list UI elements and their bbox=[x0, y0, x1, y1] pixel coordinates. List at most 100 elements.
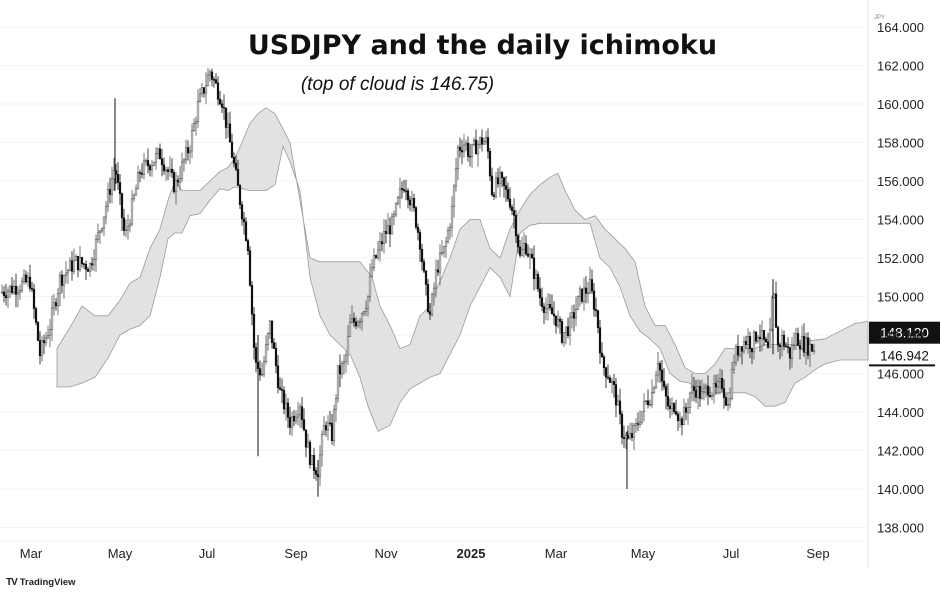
candle-body bbox=[406, 190, 410, 201]
candle-body bbox=[440, 252, 444, 254]
candle-body bbox=[584, 287, 588, 294]
candle-body bbox=[738, 346, 742, 356]
candle-body bbox=[404, 190, 408, 192]
candle-body bbox=[164, 169, 168, 172]
candle-body bbox=[162, 164, 166, 172]
candle-body bbox=[550, 307, 554, 315]
candle-body bbox=[246, 240, 250, 251]
candle-body bbox=[282, 390, 286, 410]
candle-body bbox=[524, 243, 528, 255]
candle-body bbox=[760, 330, 764, 340]
brand-name: TradingView bbox=[19, 577, 76, 588]
candle-body bbox=[194, 121, 198, 124]
candle-body bbox=[464, 142, 468, 146]
candle-body bbox=[22, 274, 26, 282]
candle-body bbox=[504, 185, 508, 190]
candle-body bbox=[60, 274, 64, 286]
level-badge bbox=[869, 346, 940, 365]
candle-body bbox=[104, 206, 108, 218]
candle-body bbox=[602, 356, 606, 368]
candle-body bbox=[68, 260, 72, 271]
candle-body bbox=[664, 386, 668, 397]
candle-body bbox=[300, 406, 304, 421]
candle-body bbox=[234, 163, 238, 170]
tradingview-brand[interactable]: TV TradingView bbox=[6, 577, 76, 588]
candle-body bbox=[360, 313, 364, 322]
candle-body bbox=[278, 387, 282, 390]
candle-body bbox=[158, 148, 162, 160]
candle-body bbox=[340, 363, 344, 375]
candle-body bbox=[52, 302, 56, 309]
candle-body bbox=[492, 194, 496, 197]
candle-body bbox=[236, 169, 240, 186]
candle-body bbox=[334, 398, 338, 410]
candle-body bbox=[150, 165, 154, 171]
candle-body bbox=[660, 369, 664, 382]
y-tick-label: 150.000 bbox=[877, 290, 924, 305]
candle-body bbox=[102, 216, 106, 229]
candle-body bbox=[380, 241, 384, 245]
axis-unit-label: JPY bbox=[874, 15, 886, 21]
candle-body bbox=[384, 231, 388, 234]
candle-body bbox=[618, 400, 622, 415]
candle-body bbox=[56, 293, 60, 307]
candle-body bbox=[402, 189, 406, 192]
candle-body bbox=[656, 363, 660, 376]
candle-body bbox=[526, 253, 530, 257]
candle-body bbox=[286, 402, 290, 418]
candle-body bbox=[252, 313, 256, 348]
candle-body bbox=[400, 188, 404, 190]
candle-body bbox=[724, 397, 728, 406]
candle-body bbox=[444, 241, 448, 247]
candle-body bbox=[776, 327, 780, 346]
candle-body bbox=[800, 336, 804, 350]
candle-body bbox=[636, 423, 640, 425]
candle-body bbox=[18, 290, 22, 293]
chart-title: USDJPY and the daily ichimoku bbox=[247, 30, 718, 61]
candle-body bbox=[502, 177, 506, 186]
candle-body bbox=[174, 179, 178, 193]
candle-body bbox=[90, 263, 94, 266]
candle-body bbox=[480, 137, 484, 145]
candle-body bbox=[190, 130, 194, 152]
level-label: 146.942 bbox=[880, 348, 929, 363]
candle-body bbox=[736, 346, 740, 356]
candle-body bbox=[238, 185, 242, 205]
candle-body bbox=[350, 318, 354, 323]
candle-body bbox=[642, 400, 646, 412]
candle-body bbox=[84, 264, 88, 270]
candle-body bbox=[740, 346, 744, 352]
candle-body bbox=[46, 335, 50, 339]
candle-body bbox=[188, 150, 192, 154]
candle-body bbox=[450, 205, 454, 228]
candle-body bbox=[176, 179, 180, 183]
candle-body bbox=[482, 141, 486, 145]
candle-body bbox=[668, 405, 672, 409]
candle-body bbox=[430, 294, 434, 315]
candle-body bbox=[612, 381, 616, 385]
y-tick-label: 148.000 bbox=[877, 328, 924, 343]
y-tick-label: 158.000 bbox=[877, 136, 924, 151]
candle-body bbox=[352, 318, 356, 323]
y-tick-label: 140.000 bbox=[877, 482, 924, 497]
candle-body bbox=[518, 246, 522, 256]
candle-body bbox=[466, 142, 470, 157]
last-price-label: 148.120 bbox=[880, 326, 929, 341]
candle-body bbox=[304, 429, 308, 448]
candle-body bbox=[460, 149, 464, 153]
candle-body bbox=[166, 169, 170, 172]
candle-body bbox=[38, 340, 42, 357]
candle-body bbox=[552, 313, 556, 317]
candle-body bbox=[180, 161, 184, 179]
candle-body bbox=[210, 71, 214, 80]
candle-body bbox=[572, 312, 576, 319]
candle-body bbox=[622, 437, 626, 439]
candle-body bbox=[76, 256, 80, 271]
candle-body bbox=[750, 348, 754, 353]
candle-body bbox=[594, 309, 598, 312]
candle-body bbox=[634, 423, 638, 426]
candle-body bbox=[654, 374, 658, 389]
candle-body bbox=[284, 402, 288, 410]
candle-body bbox=[80, 257, 84, 265]
price-candles bbox=[0, 67, 816, 497]
